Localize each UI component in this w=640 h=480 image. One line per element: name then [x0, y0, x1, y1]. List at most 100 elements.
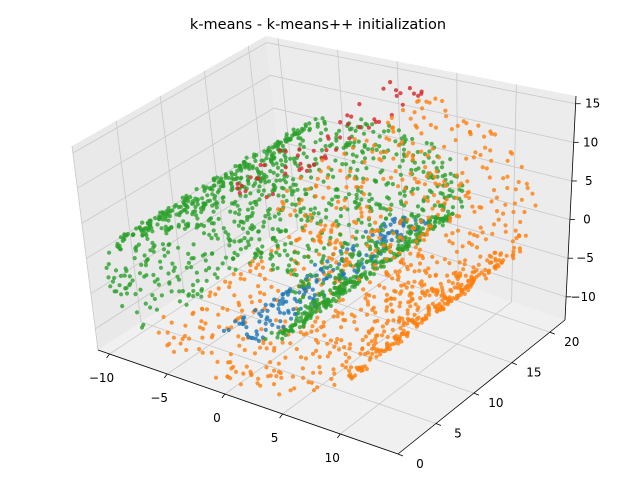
- data-point: [398, 172, 403, 177]
- data-point: [311, 238, 317, 243]
- data-point: [294, 346, 299, 352]
- x-tick-mark: [279, 413, 283, 419]
- data-point: [373, 258, 378, 263]
- data-point: [308, 168, 313, 173]
- data-point: [426, 310, 431, 315]
- data-point: [457, 214, 462, 219]
- data-point: [418, 219, 424, 224]
- data-point: [280, 143, 285, 149]
- data-point: [257, 197, 262, 202]
- data-point: [410, 154, 415, 159]
- data-point: [241, 371, 246, 376]
- data-point: [389, 115, 394, 120]
- data-point: [297, 325, 302, 330]
- data-point: [343, 318, 348, 323]
- data-point: [186, 260, 191, 265]
- data-point: [321, 320, 326, 325]
- data-point: [435, 212, 441, 217]
- data-point: [248, 226, 253, 231]
- data-point: [367, 280, 373, 285]
- data-point: [350, 152, 355, 157]
- data-point: [265, 308, 270, 313]
- data-point: [245, 207, 251, 212]
- data-point: [348, 372, 353, 377]
- data-point: [228, 360, 233, 365]
- data-point: [172, 265, 177, 270]
- data-point: [403, 235, 408, 240]
- data-point: [342, 288, 347, 293]
- data-point: [281, 325, 286, 330]
- data-point: [228, 280, 233, 285]
- data-point: [230, 172, 235, 177]
- data-point: [413, 302, 418, 307]
- data-point: [416, 315, 421, 320]
- data-point: [291, 177, 296, 182]
- data-point: [339, 251, 344, 256]
- data-point: [236, 212, 242, 217]
- data-point: [434, 169, 439, 174]
- data-point: [432, 174, 437, 180]
- data-point: [514, 236, 519, 241]
- data-point: [294, 238, 299, 243]
- data-point: [333, 275, 338, 280]
- chart-title: k-means - k-means++ initialization: [190, 17, 446, 33]
- data-point: [239, 175, 244, 180]
- data-point: [359, 210, 364, 215]
- data-point: [393, 269, 398, 274]
- z-tick-label: −5: [576, 251, 594, 265]
- data-point: [301, 206, 306, 211]
- data-point: [298, 207, 303, 212]
- data-point: [364, 260, 369, 265]
- data-point: [372, 143, 377, 148]
- data-point: [364, 138, 369, 143]
- data-point: [238, 276, 243, 281]
- data-point: [315, 340, 320, 345]
- data-point: [316, 211, 321, 216]
- data-point: [252, 351, 258, 356]
- data-point: [391, 318, 396, 323]
- data-point: [401, 222, 406, 227]
- data-point: [199, 319, 204, 324]
- data-point: [405, 308, 410, 313]
- data-point: [402, 282, 407, 287]
- data-point: [283, 165, 288, 170]
- data-point: [193, 213, 199, 218]
- data-point: [464, 121, 469, 126]
- data-point: [301, 375, 306, 380]
- data-point: [372, 229, 377, 234]
- data-point: [297, 284, 302, 289]
- data-point: [293, 202, 298, 207]
- data-point: [336, 347, 342, 352]
- data-point: [403, 186, 408, 191]
- y-tick-mark: [549, 331, 555, 335]
- data-point: [381, 243, 386, 248]
- data-point: [263, 336, 268, 342]
- data-point: [433, 219, 438, 224]
- data-point: [372, 117, 377, 122]
- data-point: [388, 222, 393, 227]
- data-point: [469, 242, 474, 247]
- data-point: [414, 180, 420, 185]
- data-point: [200, 196, 205, 201]
- data-point: [435, 288, 440, 293]
- data-point: [396, 239, 401, 244]
- data-point: [368, 254, 373, 259]
- data-point: [133, 292, 138, 297]
- data-point: [251, 183, 256, 188]
- data-point: [356, 139, 361, 144]
- data-point: [430, 206, 435, 211]
- data-point: [388, 175, 394, 180]
- data-point: [460, 287, 465, 292]
- data-point: [311, 370, 316, 375]
- data-point: [415, 307, 420, 312]
- data-point: [338, 214, 343, 219]
- data-point: [280, 162, 285, 167]
- data-point: [280, 336, 285, 341]
- data-point: [318, 169, 323, 174]
- data-point: [409, 212, 414, 217]
- data-point: [420, 106, 425, 111]
- data-point: [248, 191, 253, 196]
- data-point: [440, 223, 445, 228]
- data-point: [162, 253, 167, 258]
- data-point: [317, 292, 322, 298]
